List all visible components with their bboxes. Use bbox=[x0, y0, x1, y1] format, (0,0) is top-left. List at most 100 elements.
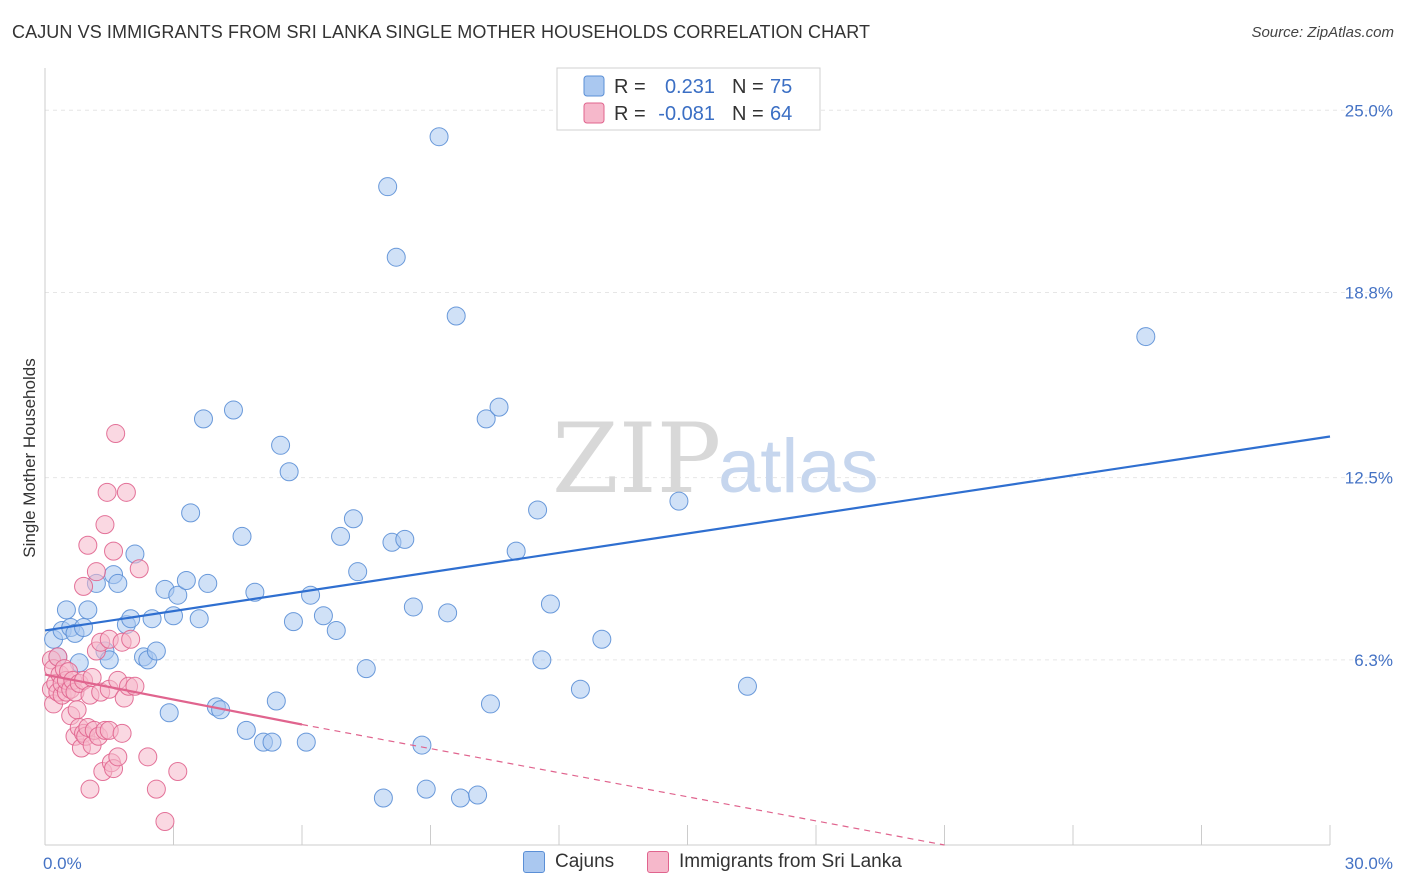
data-point bbox=[266, 691, 286, 711]
data-point bbox=[138, 747, 158, 767]
data-point bbox=[223, 400, 243, 420]
trend-line-sri-lanka bbox=[44, 673, 303, 726]
data-point bbox=[412, 735, 432, 755]
axes bbox=[44, 68, 1331, 846]
chart-source: Source: ZipAtlas.com bbox=[1251, 24, 1394, 41]
data-point bbox=[1136, 327, 1156, 347]
series-sri-lanka-points bbox=[41, 424, 188, 831]
trend-line-cajuns bbox=[44, 435, 1331, 632]
data-point bbox=[331, 526, 351, 546]
data-point bbox=[232, 526, 252, 546]
data-point bbox=[468, 785, 488, 805]
data-point bbox=[540, 594, 560, 614]
watermark-zip: ZIP bbox=[552, 403, 721, 515]
data-point bbox=[146, 641, 166, 661]
data-point bbox=[74, 618, 94, 638]
data-point bbox=[283, 612, 303, 632]
data-point bbox=[343, 509, 363, 529]
y-tick-label: 25.0% bbox=[1345, 101, 1393, 120]
data-point bbox=[373, 788, 393, 808]
data-point bbox=[95, 515, 115, 535]
trend-lines bbox=[44, 435, 1331, 846]
data-point bbox=[570, 679, 590, 699]
data-point bbox=[78, 535, 98, 555]
data-point bbox=[592, 629, 612, 649]
data-point bbox=[386, 247, 406, 267]
data-point bbox=[112, 723, 132, 743]
data-point bbox=[446, 306, 466, 326]
stats-swatch-sri-lanka bbox=[583, 102, 605, 124]
data-point bbox=[313, 606, 333, 626]
data-point bbox=[198, 573, 218, 593]
stats-n-value: 75 bbox=[770, 76, 792, 98]
data-point bbox=[326, 620, 346, 640]
stats-n-value: 64 bbox=[770, 103, 792, 125]
data-point bbox=[403, 597, 423, 617]
data-point bbox=[438, 603, 458, 623]
data-point bbox=[74, 576, 94, 596]
stats-r-value: 0.231 bbox=[665, 76, 715, 98]
data-point bbox=[450, 788, 470, 808]
data-point bbox=[489, 397, 509, 417]
trend-line-extension bbox=[301, 723, 945, 846]
data-point bbox=[56, 600, 76, 620]
y-tick-label: 18.8% bbox=[1345, 283, 1393, 302]
data-point bbox=[262, 732, 282, 752]
legend-swatch-sri-lanka bbox=[647, 851, 669, 873]
data-point bbox=[78, 600, 98, 620]
data-point bbox=[279, 462, 299, 482]
data-point bbox=[168, 585, 188, 605]
x-tick-labels: 0.0% 30.0% bbox=[43, 854, 1393, 873]
data-point bbox=[395, 529, 415, 549]
data-point bbox=[129, 559, 149, 579]
data-point bbox=[176, 570, 196, 590]
legend-label-sri-lanka: Immigrants from Sri Lanka bbox=[679, 851, 902, 873]
data-point bbox=[271, 435, 291, 455]
data-point bbox=[67, 700, 87, 720]
data-point bbox=[86, 562, 106, 582]
stats-r-value: -0.081 bbox=[658, 103, 715, 125]
data-point bbox=[121, 629, 141, 649]
data-point bbox=[476, 409, 496, 429]
data-point bbox=[348, 562, 368, 582]
stats-r-label: R = bbox=[614, 103, 646, 125]
data-point bbox=[80, 779, 100, 799]
gridlines bbox=[45, 109, 1392, 661]
data-point bbox=[236, 720, 256, 740]
data-point bbox=[168, 762, 188, 782]
data-point bbox=[416, 779, 436, 799]
stats-n-label: N = bbox=[732, 76, 764, 98]
legend-swatch-cajuns bbox=[523, 851, 545, 873]
y-tick-labels: 6.3% 12.5% 18.8% 25.0% bbox=[1345, 101, 1393, 670]
stats-n-label: N = bbox=[732, 103, 764, 125]
x-tick-label: 0.0% bbox=[43, 854, 82, 873]
data-point bbox=[245, 582, 265, 602]
data-point bbox=[108, 573, 128, 593]
stats-swatch-cajuns bbox=[583, 75, 605, 97]
data-point bbox=[378, 177, 398, 197]
data-point bbox=[104, 541, 124, 561]
legend-item-sri-lanka[interactable]: Immigrants from Sri Lanka bbox=[647, 851, 902, 873]
data-point bbox=[429, 127, 449, 147]
data-point bbox=[106, 424, 126, 444]
data-point bbox=[480, 694, 500, 714]
data-point bbox=[189, 609, 209, 629]
watermark-atlas: atlas bbox=[718, 424, 879, 509]
x-tick-label: 30.0% bbox=[1345, 854, 1393, 873]
stats-r-label: R = bbox=[614, 76, 646, 98]
data-point bbox=[528, 500, 548, 520]
data-point bbox=[669, 491, 689, 511]
data-point bbox=[108, 747, 128, 767]
y-tick-label: 12.5% bbox=[1345, 469, 1393, 488]
data-point bbox=[159, 703, 179, 723]
data-point bbox=[155, 811, 175, 831]
legend-item-cajuns[interactable]: Cajuns bbox=[523, 851, 614, 873]
data-point bbox=[737, 676, 757, 696]
watermark: ZIP atlas bbox=[552, 403, 879, 515]
stats-legend: R = 0.231 N = 75 R = -0.081 N = 64 bbox=[556, 67, 821, 131]
chart-title: CAJUN VS IMMIGRANTS FROM SRI LANKA SINGL… bbox=[12, 22, 871, 42]
legend-label-cajuns: Cajuns bbox=[555, 851, 615, 873]
data-point bbox=[193, 409, 213, 429]
data-point bbox=[532, 650, 552, 670]
